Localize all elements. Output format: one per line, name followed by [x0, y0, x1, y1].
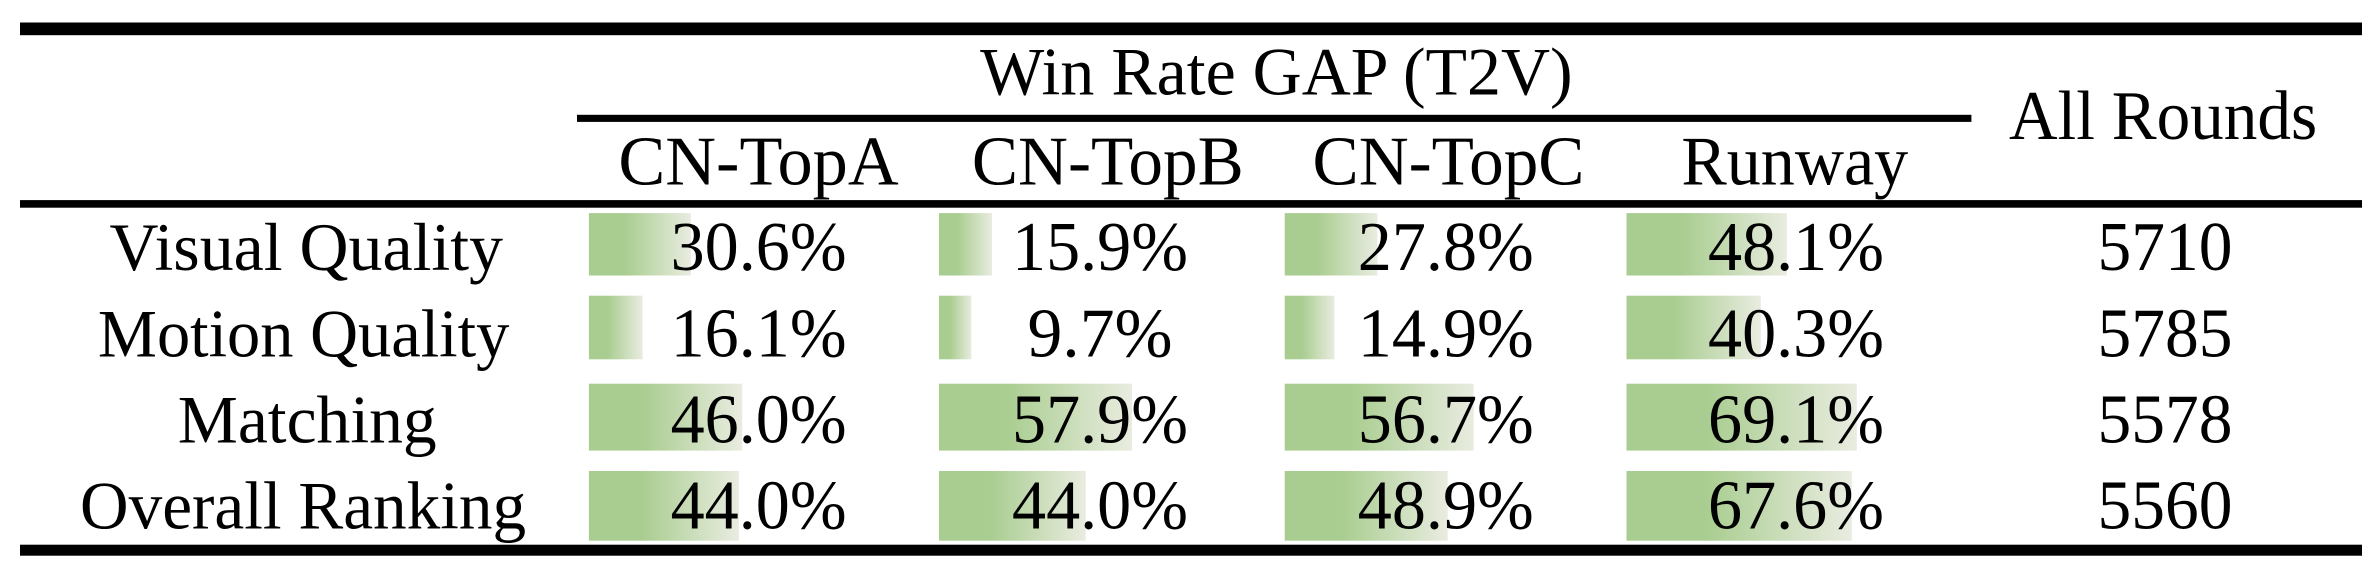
svg-text:CN-TopA: CN-TopA: [618, 124, 898, 201]
svg-text:16.1%: 16.1%: [671, 295, 847, 372]
svg-text:Matching: Matching: [178, 382, 437, 457]
svg-text:CN-TopB: CN-TopB: [972, 124, 1244, 201]
svg-text:5560: 5560: [2098, 467, 2233, 544]
svg-text:44.0%: 44.0%: [1012, 467, 1188, 544]
svg-text:30.6%: 30.6%: [671, 209, 847, 286]
svg-text:56.7%: 56.7%: [1358, 381, 1534, 458]
svg-text:Motion Quality: Motion Quality: [98, 296, 510, 371]
svg-text:14.9%: 14.9%: [1358, 295, 1534, 372]
svg-text:67.6%: 67.6%: [1708, 467, 1884, 544]
svg-text:44.0%: 44.0%: [671, 467, 847, 544]
svg-text:Win Rate GAP (T2V): Win Rate GAP (T2V): [980, 34, 1572, 109]
svg-text:9.7%: 9.7%: [1028, 295, 1173, 372]
svg-text:Overall Ranking: Overall Ranking: [80, 468, 526, 543]
svg-text:69.1%: 69.1%: [1708, 381, 1884, 458]
svg-text:48.1%: 48.1%: [1708, 209, 1884, 286]
svg-text:5578: 5578: [2098, 381, 2233, 458]
svg-text:40.3%: 40.3%: [1708, 295, 1884, 372]
svg-text:46.0%: 46.0%: [671, 381, 847, 458]
svg-text:48.9%: 48.9%: [1358, 467, 1534, 544]
svg-text:CN-TopC: CN-TopC: [1313, 124, 1585, 201]
svg-text:All Rounds: All Rounds: [2009, 78, 2317, 155]
svg-text:Runway: Runway: [1681, 124, 1908, 201]
svg-text:5785: 5785: [2098, 295, 2233, 372]
svg-text:Visual Quality: Visual Quality: [110, 210, 504, 285]
svg-text:57.9%: 57.9%: [1012, 381, 1188, 458]
svg-text:15.9%: 15.9%: [1012, 209, 1188, 286]
svg-text:27.8%: 27.8%: [1358, 209, 1534, 286]
svg-text:5710: 5710: [2098, 209, 2233, 286]
